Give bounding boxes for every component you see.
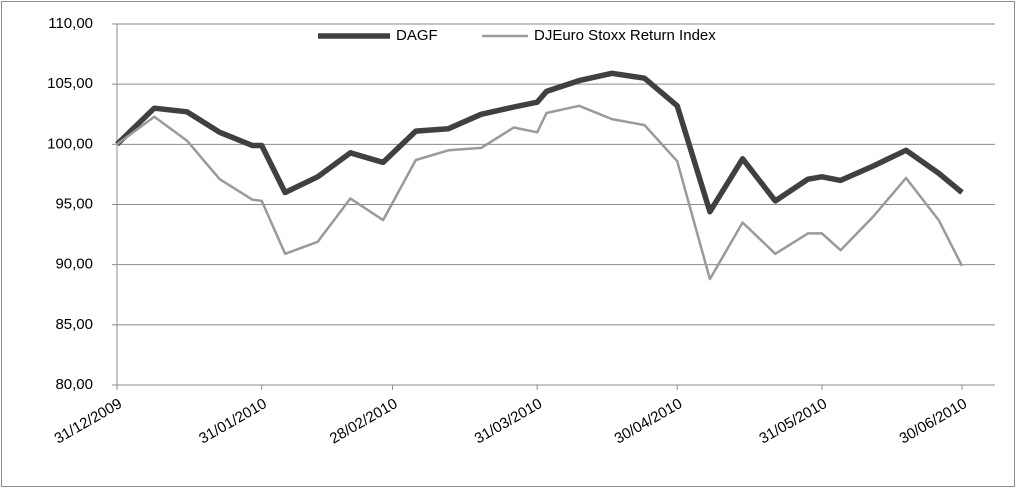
series-line [116, 104, 964, 281]
y-tick-label: 105,00 [47, 75, 93, 92]
legend-label: DJEuro Stoxx Return Index [534, 27, 716, 44]
y-tick-label: 100,00 [47, 135, 93, 152]
y-tick-label: 95,00 [55, 195, 93, 212]
y-tick-label: 80,00 [55, 376, 93, 393]
y-tick-label: 110,00 [48, 15, 93, 32]
y-tick-label: 85,00 [55, 316, 93, 333]
series-line [115, 70, 964, 215]
legend-label: DAGF [396, 27, 438, 44]
y-tick-label: 90,00 [55, 256, 93, 273]
